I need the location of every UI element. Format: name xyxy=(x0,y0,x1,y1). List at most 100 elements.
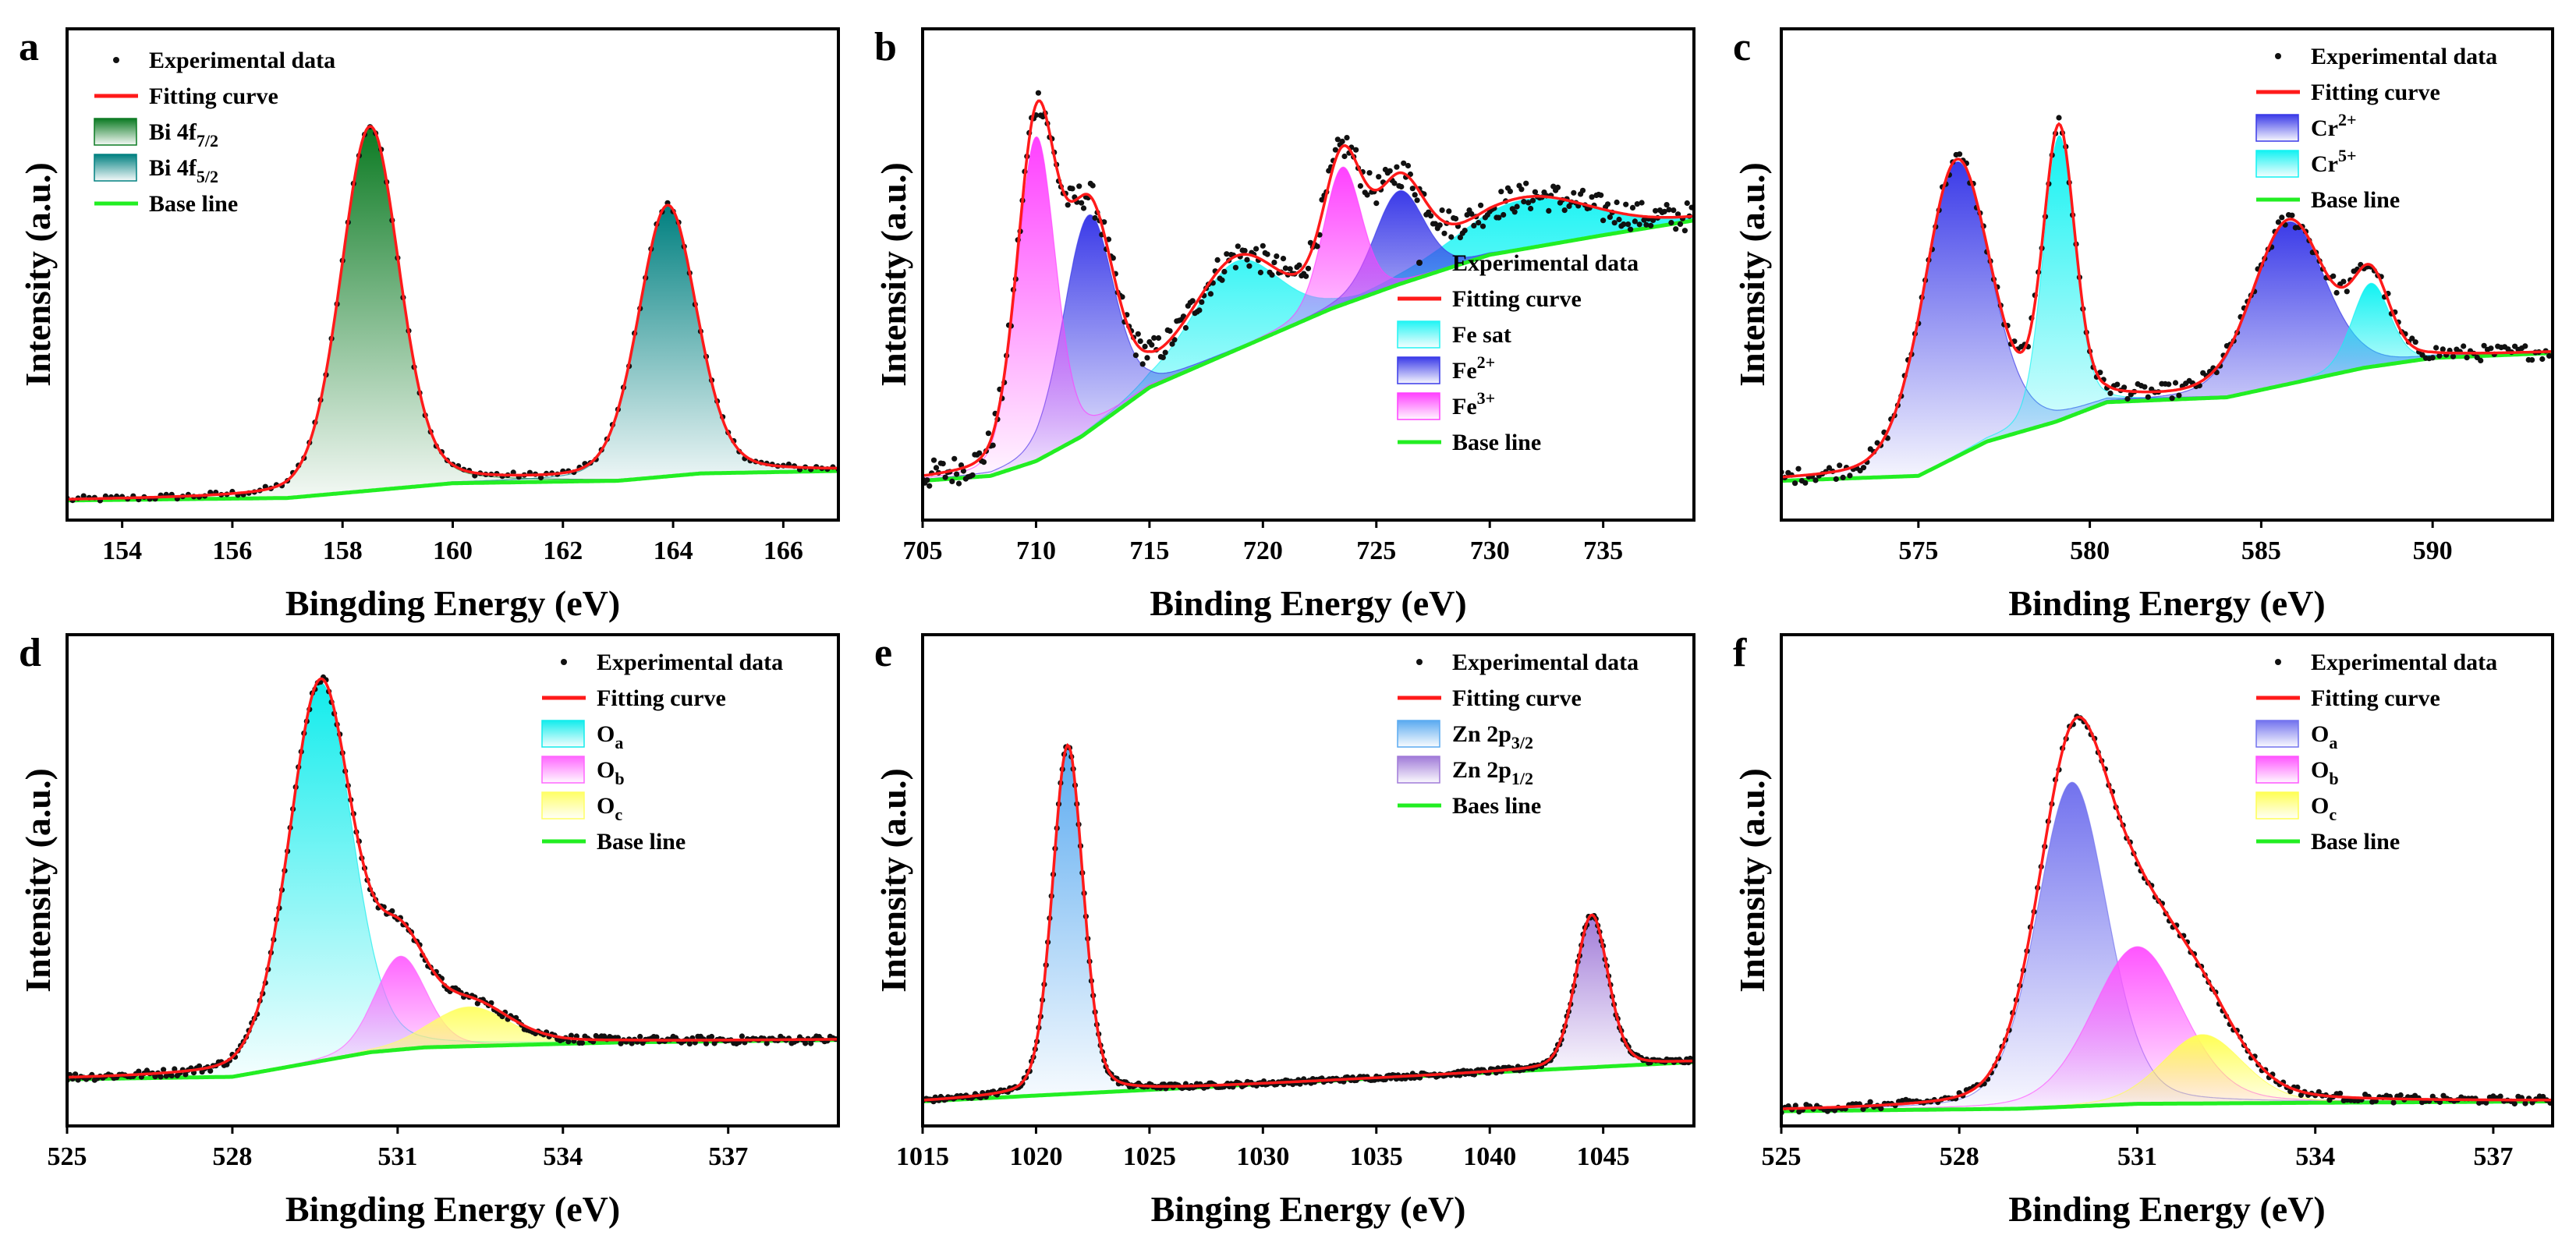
data-point xyxy=(1232,264,1238,271)
legend-item: Fe3+ xyxy=(1397,388,1495,420)
x-tick-label: 720 xyxy=(1243,536,1283,565)
legend-label-main: Cr xyxy=(2311,115,2338,141)
data-point xyxy=(2409,335,2415,342)
data-point xyxy=(1528,205,1534,212)
x-tick-label: 575 xyxy=(1898,536,1938,565)
legend-item: Oc xyxy=(2255,791,2337,824)
data-point xyxy=(739,1033,746,1039)
data-point xyxy=(1253,246,1260,252)
data-point xyxy=(1507,188,1513,194)
legend-label: Fe3+ xyxy=(1452,388,1495,419)
data-point xyxy=(1561,207,1568,214)
legend-item: Oa xyxy=(541,720,623,752)
legend-label: Experimental data xyxy=(597,650,783,675)
data-point xyxy=(1439,207,1445,214)
data-point xyxy=(182,1071,189,1078)
legend-item: Experimental data xyxy=(1416,250,1639,276)
x-tick-label: 164 xyxy=(654,536,693,565)
data-point xyxy=(1169,341,1175,347)
data-point xyxy=(980,459,987,466)
data-point xyxy=(1650,217,1657,223)
data-point xyxy=(1214,257,1221,263)
legend-label: Fitting curve xyxy=(2311,685,2440,711)
legend-item: Bi 4f5/2 xyxy=(94,154,218,186)
data-point xyxy=(1611,220,1618,226)
swatch-icon xyxy=(2255,150,2299,178)
data-point xyxy=(2440,346,2446,352)
legend-label-superscript: 5+ xyxy=(2338,146,2357,165)
legend-item: Cr5+ xyxy=(2255,146,2357,178)
fitting-curve xyxy=(1781,715,2553,1110)
fitting-curve xyxy=(1781,122,2553,479)
legend-item: Fitting curve xyxy=(1398,685,1582,711)
swatch-icon xyxy=(541,756,585,784)
x-tick-label: 528 xyxy=(1940,1142,1979,1171)
x-tick-label: 154 xyxy=(102,536,142,565)
data-point xyxy=(1661,208,1667,214)
legend-item: Cr2+ xyxy=(2255,110,2357,142)
x-tick-label: 525 xyxy=(1762,1142,1802,1171)
legend-label: Fe2+ xyxy=(1452,352,1495,384)
data-point xyxy=(1632,218,1638,225)
data-point xyxy=(1860,1106,1866,1113)
data-point xyxy=(1135,331,1141,337)
x-tick-label: 1040 xyxy=(1463,1142,1516,1171)
legend-label: Base line xyxy=(2311,187,2400,213)
data-point xyxy=(1525,200,1532,206)
dot-marker-icon xyxy=(2275,659,2281,665)
data-point xyxy=(808,1040,814,1046)
legend-label: Experimental data xyxy=(2311,44,2497,69)
legend-label: Cr5+ xyxy=(2311,146,2357,177)
data-point xyxy=(637,1033,643,1040)
data-point xyxy=(2488,345,2494,352)
data-point xyxy=(1571,189,1577,196)
x-tick-label: 735 xyxy=(1583,536,1623,565)
panel-letter: a xyxy=(19,25,39,69)
plot-area xyxy=(1781,713,2553,1116)
data-point xyxy=(1332,147,1338,153)
swatch-icon xyxy=(94,118,137,146)
data-point xyxy=(2176,392,2182,398)
data-point xyxy=(2344,289,2350,295)
legend-item: Experimental data xyxy=(2275,44,2497,69)
legend-label: Experimental data xyxy=(1452,650,1639,675)
data-point xyxy=(1621,221,1627,228)
data-point xyxy=(1090,182,1096,189)
x-axis-label: Binding Energy (eV) xyxy=(2008,1189,2325,1229)
panel-e: 1015 1020 1025 1030 1035 1040 1045 Binging Ener… xyxy=(873,631,1695,1229)
legend-label-main: Fe xyxy=(1452,394,1477,419)
data-point xyxy=(1847,473,1853,479)
legend-label-superscript: 3+ xyxy=(1477,388,1496,408)
y-axis-label: Intensity (a.u.) xyxy=(873,768,913,993)
data-point xyxy=(1448,234,1455,240)
panel-d: 525 528 531 534 537 Bingding Energy (eV) Inten… xyxy=(18,631,840,1229)
data-point xyxy=(1221,268,1228,274)
dot-marker-icon xyxy=(1416,659,1423,665)
legend-label: Ob xyxy=(2311,757,2339,788)
data-point xyxy=(2121,384,2128,391)
data-point xyxy=(1600,218,1607,224)
data-point xyxy=(1296,262,1302,268)
data-point xyxy=(1589,194,1595,200)
data-point xyxy=(1401,160,1407,166)
data-point xyxy=(1353,147,1359,153)
data-point xyxy=(949,478,955,485)
x-tick-label: 580 xyxy=(2070,536,2110,565)
data-point xyxy=(1373,200,1380,207)
data-point xyxy=(960,468,966,474)
swatch-icon xyxy=(541,720,585,748)
data-point xyxy=(161,1067,167,1073)
data-point xyxy=(1462,228,1468,234)
data-point xyxy=(1523,180,1529,186)
data-point xyxy=(1469,211,1475,217)
legend-label: Bi 4f5/2 xyxy=(149,155,218,186)
data-point xyxy=(985,430,991,437)
data-point xyxy=(1199,299,1205,305)
data-point xyxy=(1280,256,1287,262)
data-point xyxy=(2436,352,2443,359)
data-point xyxy=(579,1039,586,1046)
data-point xyxy=(1257,269,1263,276)
swatch-icon xyxy=(2255,720,2299,748)
data-point xyxy=(196,1063,203,1069)
